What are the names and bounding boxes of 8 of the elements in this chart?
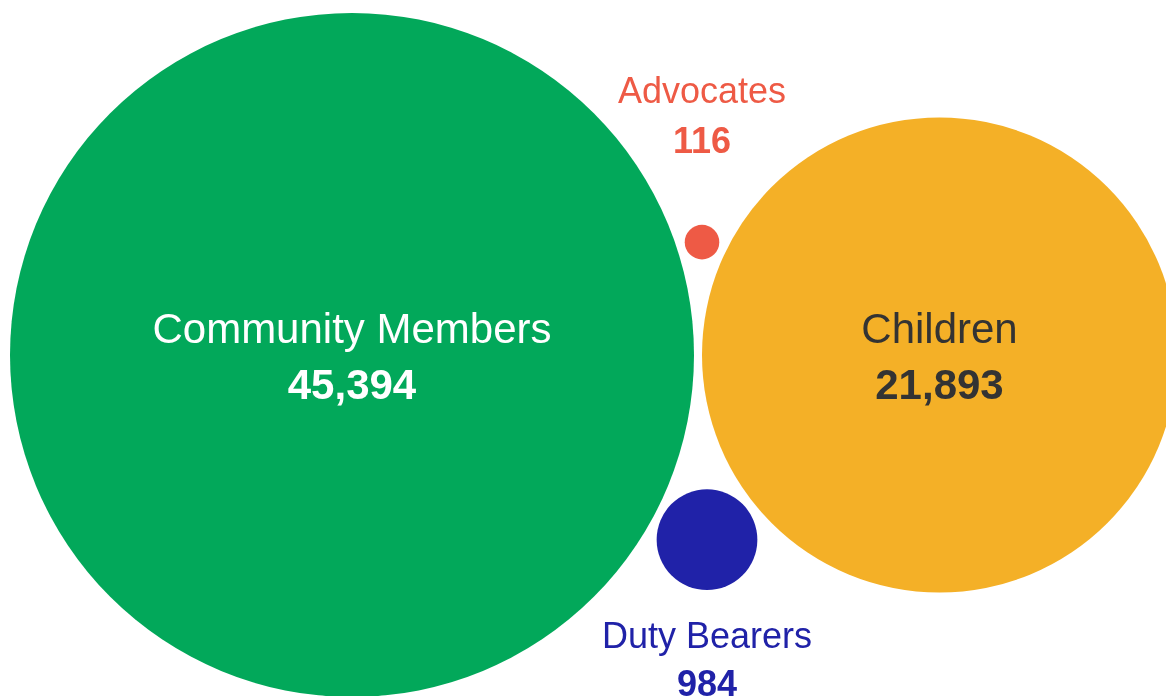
category-label: Community Members	[152, 305, 552, 352]
category-label: Duty Bearers	[601, 615, 813, 657]
category-label: Advocates	[617, 69, 787, 111]
data-label: 984	[676, 663, 738, 696]
data-label: 116	[672, 119, 732, 161]
data-label: 21,893	[875, 361, 1004, 408]
data-label: 45,394	[287, 361, 417, 408]
category-label: Children	[861, 305, 1018, 352]
